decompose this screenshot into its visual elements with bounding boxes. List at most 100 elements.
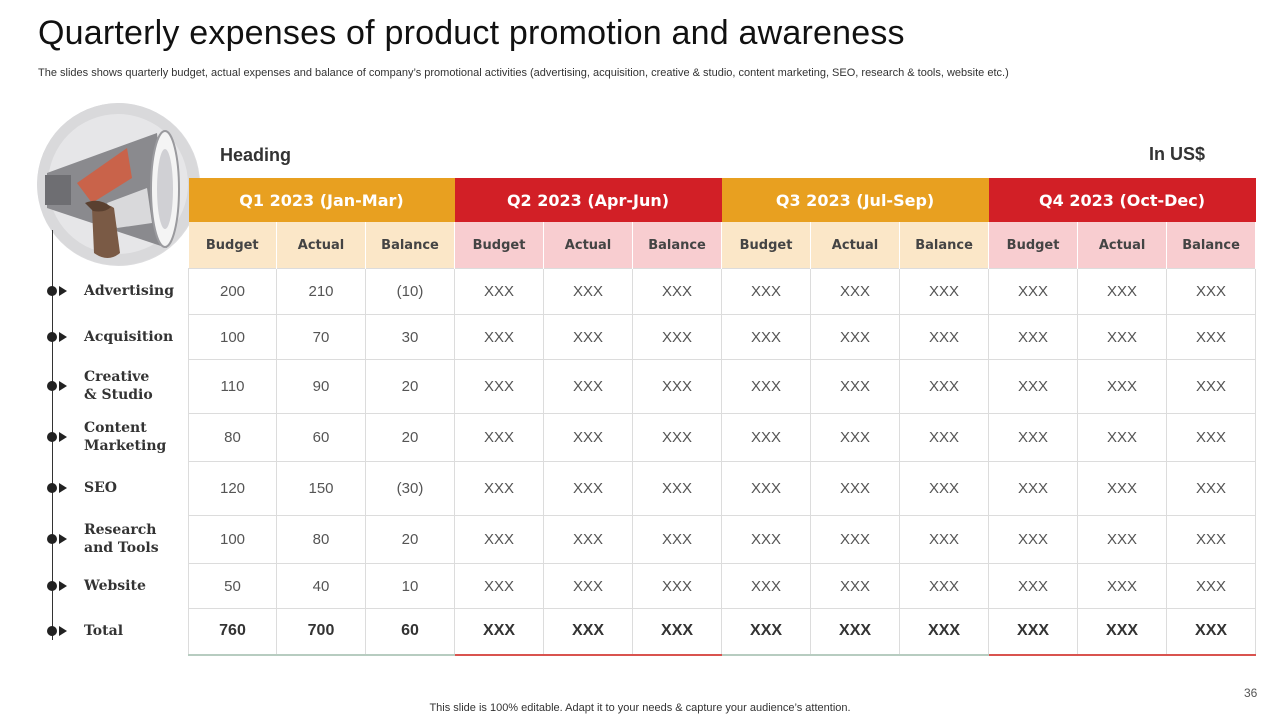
row-label: Website [84, 577, 146, 594]
table-cell: XXX [632, 268, 723, 315]
table-cell: XXX [988, 359, 1079, 414]
quarter-header-q4: Q4 2023 (Oct-Dec) [988, 178, 1256, 222]
table-cell: XXX [1077, 515, 1168, 564]
table-cell: XXX [632, 515, 723, 564]
table-cell: XXX [632, 608, 723, 656]
megaphone-hand-icon [37, 103, 200, 266]
table-cell: 50 [188, 563, 277, 609]
table-cell: 110 [188, 359, 277, 414]
table-cell: XXX [454, 359, 545, 414]
table-cell: 90 [276, 359, 366, 414]
table-cell: XXX [632, 314, 723, 360]
quarter-header-row: Q1 2023 (Jan-Mar) Q2 2023 (Apr-Jun) Q3 202… [188, 178, 1256, 222]
table-cell: XXX [1166, 413, 1257, 462]
table-cell: XXX [721, 268, 812, 315]
table-cell: 10 [364, 563, 456, 609]
table-cell: XXX [543, 413, 634, 462]
table-cell: XXX [1077, 314, 1168, 360]
subcolumn-header-budget: Budget [988, 222, 1079, 269]
table-cell: 60 [364, 608, 456, 656]
row-label: Advertising [84, 283, 175, 299]
table-cell: XXX [988, 268, 1079, 315]
table-row: 50 40 10 XXX XXX XXX XXX XXX XXX XXX XXX XXX [188, 563, 1257, 609]
table-cell: 30 [364, 314, 456, 360]
subcolumn-header-actual: Actual [810, 222, 901, 269]
table-cell: XXX [721, 608, 812, 656]
table-cell: 100 [188, 314, 277, 360]
table-cell: XXX [810, 314, 901, 360]
table-cell: XXX [454, 461, 545, 516]
table-cell: XXX [543, 563, 634, 609]
table-cell: XXX [988, 461, 1079, 516]
row-label: Acquisition [84, 328, 174, 345]
table-cell: XXX [988, 413, 1079, 462]
quarter-header-q2: Q2 2023 (Apr-Jun) [454, 178, 722, 222]
table-cell: XXX [454, 515, 545, 564]
table-cell: 120 [188, 461, 277, 516]
slide-subtitle: The slides shows quarterly budget, actua… [38, 67, 1009, 79]
table-cell: XXX [543, 515, 634, 564]
table-row: 100 80 20 XXX XXX XXX XXX XXX XXX XXX XXX XXX [188, 515, 1257, 564]
subcolumn-header-balance: Balance [899, 222, 990, 269]
subcolumn-header-actual: Actual [276, 222, 366, 269]
table-heading: Heading [220, 145, 292, 165]
table-cell: XXX [899, 413, 990, 462]
table-cell: XXX [810, 608, 901, 656]
table-cell: XXX [1077, 413, 1168, 462]
table-row: 80 60 20 XXX XXX XXX XXX XXX XXX XXX XXX XXX [188, 413, 1257, 462]
table-cell: XXX [632, 461, 723, 516]
table-cell: XXX [543, 461, 634, 516]
subcolumn-header-actual: Actual [1077, 222, 1168, 269]
table-cell: XXX [899, 314, 990, 360]
table-cell: XXX [632, 359, 723, 414]
table-cell: 700 [276, 608, 366, 656]
subcolumn-header-budget: Budget [454, 222, 545, 269]
table-cell: XXX [810, 461, 901, 516]
table-row: 200 210 (10) XXX XXX XXX XXX XXX XXX XXX XXX XXX [188, 268, 1257, 315]
table-cell: XXX [899, 563, 990, 609]
table-cell: 210 [276, 268, 366, 315]
table-cell: XXX [899, 608, 990, 656]
table-cell: XXX [899, 268, 990, 315]
table-cell: (10) [364, 268, 456, 315]
table-cell: XXX [454, 413, 545, 462]
table-row: 110 90 20 XXX XXX XXX XXX XXX XXX XXX XXX XXX [188, 359, 1257, 414]
table-cell: 60 [276, 413, 366, 462]
bullet-arrow-icon [47, 331, 67, 342]
table-cell: XXX [899, 359, 990, 414]
table-cell: XXX [1166, 268, 1257, 315]
row-label: Creative & Studio [84, 369, 153, 403]
total-row: 760 700 60 XXX XXX XXX XXX XXX XXX XXX XXX XXX [188, 608, 1257, 656]
table-cell: XXX [721, 359, 812, 414]
table-row: 120 150 (30) XXX XXX XXX XXX XXX XXX XXX XXX XXX [188, 461, 1257, 516]
table-cell: 760 [188, 608, 277, 656]
table-cell: XXX [810, 515, 901, 564]
table-cell: 100 [188, 515, 277, 564]
table-cell: XXX [899, 461, 990, 516]
table-cell: 20 [364, 413, 456, 462]
table-cell: XXX [721, 413, 812, 462]
table-cell: XXX [1166, 359, 1257, 414]
table-cell: 70 [276, 314, 366, 360]
table-cell: XXX [454, 268, 545, 315]
table-cell: 150 [276, 461, 366, 516]
table-cell: XXX [454, 314, 545, 360]
subcolumn-header-balance: Balance [632, 222, 723, 269]
table-cell: XXX [899, 515, 990, 564]
subcolumn-header-balance: Balance [365, 222, 456, 269]
expenses-table: Q1 2023 (Jan-Mar) Q2 2023 (Apr-Jun) Q3 202… [188, 178, 1257, 656]
table-cell: XXX [543, 608, 634, 656]
table-cell: XXX [1077, 563, 1168, 609]
row-label: SEO [84, 480, 117, 496]
table-cell: XXX [988, 608, 1079, 656]
table-cell: 40 [276, 563, 366, 609]
table-cell: XXX [543, 359, 634, 414]
table-cell: XXX [632, 413, 723, 462]
row-label: Content Marketing [84, 420, 167, 454]
table-cell: XXX [810, 563, 901, 609]
page-number: 36 [1244, 686, 1258, 700]
bullet-arrow-icon [47, 626, 67, 636]
table-cell: XXX [1166, 608, 1257, 656]
table-cell: XXX [543, 314, 634, 360]
table-cell: XXX [810, 268, 901, 315]
